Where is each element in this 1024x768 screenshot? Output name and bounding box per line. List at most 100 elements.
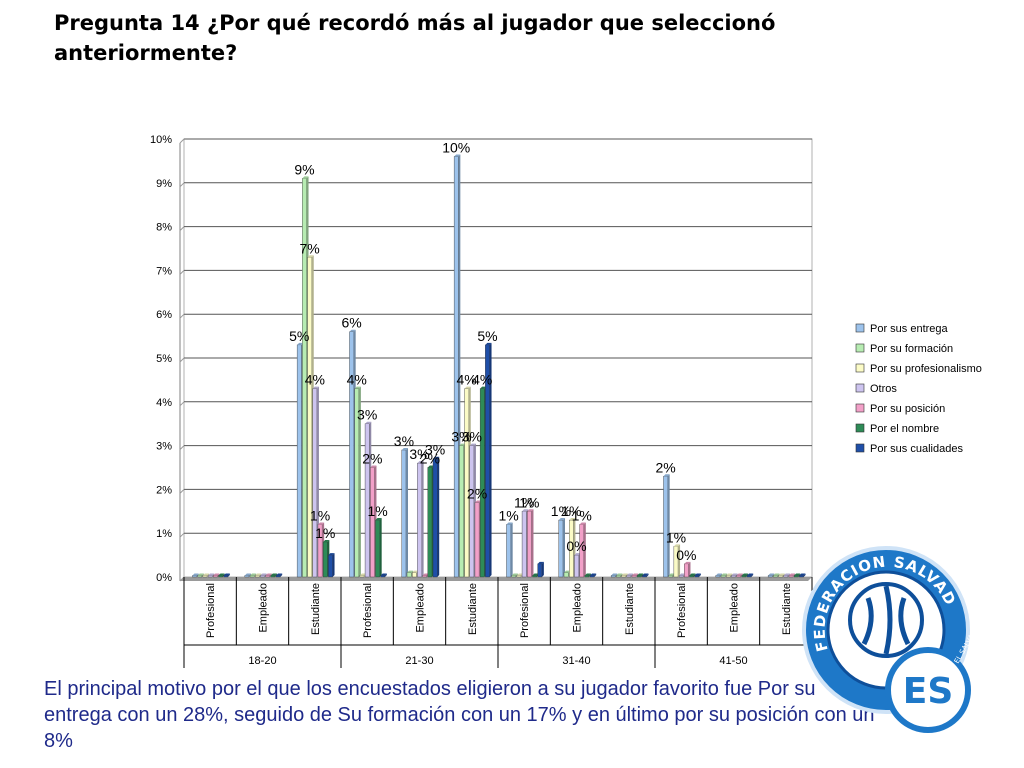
bar-top [464,386,471,389]
bar-top [370,465,377,468]
bar [375,519,380,578]
bar [202,575,208,578]
bar-top [276,573,283,576]
data-label: 1% [551,503,571,519]
bar [265,575,271,578]
bar-top [365,421,372,424]
bar-side [201,573,204,577]
bar [574,554,579,578]
bar [663,476,668,578]
bar-side [563,518,565,577]
bar-side [275,573,277,577]
legend-swatch [855,383,865,393]
bar-top [270,573,277,576]
bar-top [684,561,691,564]
bar [464,388,469,578]
bar-side [196,573,199,577]
x-tick-label: Profesional [519,583,531,638]
data-label: 0% [676,547,696,563]
bar [506,524,511,578]
bar-top [778,573,785,576]
bar [631,575,637,578]
x-tick-label: Empleado [415,583,427,633]
bar [689,575,694,578]
bar [270,575,276,578]
gridline-depth [179,532,185,538]
legend-swatch [855,323,865,333]
legend-label: Por sus cualidades [870,443,963,455]
data-label: 9% [294,161,314,177]
bar-side [793,573,796,577]
gridline-depth [179,270,185,275]
data-label: 1% [519,494,539,510]
bar-side [384,573,387,577]
bar-side [264,573,267,577]
bar [254,575,260,578]
bar-top [407,570,414,573]
legend-swatch [855,423,865,433]
bar [412,572,417,578]
legend-label: Por el nombre [870,423,939,435]
bar-top [255,573,262,576]
bar-top [584,573,591,576]
bar-top [642,573,649,576]
bar [589,575,595,578]
data-label: 3% [451,429,471,445]
bar-side [594,573,597,577]
bar-side [212,573,215,577]
bar-top [302,176,309,179]
bar [275,575,281,578]
bar-top [480,386,487,389]
bar-side [787,573,790,577]
bar-side [730,573,733,577]
bar-side [798,573,801,577]
bar-side [772,573,775,577]
x-tick-label: Estudiante [781,583,793,635]
legend-label: Por sus entrega [870,323,949,335]
bar-top [297,342,304,345]
bar-top [794,573,801,576]
x-group-label: 21-30 [405,655,433,667]
bar [328,554,333,578]
data-label: 3% [409,446,429,462]
bar-side [777,573,780,577]
gridline-depth [179,138,185,144]
bar-top [218,573,225,576]
bar [380,575,386,578]
y-tick-label: 9% [156,178,172,190]
y-tick-label: 3% [156,441,172,453]
bar-side [489,342,492,577]
bar [307,257,312,578]
data-label: 0% [566,538,586,554]
bar-top [679,573,686,576]
bar-side [531,509,534,577]
x-tick-label: Profesional [205,583,217,638]
bar-side [421,461,424,577]
bar [474,502,480,578]
summary-text: El principal motivo por el que los encue… [44,678,875,752]
y-tick-label: 5% [156,353,172,365]
bar-top [354,386,361,389]
bar-side [693,573,696,577]
bar-top [574,553,581,556]
data-label: 4% [472,372,492,388]
bar-top [427,465,434,468]
y-tick-label: 8% [156,222,172,234]
bar-top [349,329,356,332]
y-tick-label: 4% [156,397,172,409]
bar-top [668,573,675,576]
y-tick-label: 7% [156,265,172,277]
bar-side [725,573,728,577]
bar [642,575,647,578]
bar-side [541,561,544,577]
bar-side [735,573,738,577]
bar-side [227,573,230,577]
bar-top [417,461,424,464]
bar-top [380,573,387,576]
bar-top [569,518,576,521]
bar-top [726,573,733,576]
legend-swatch [855,443,865,453]
bar-side [217,573,220,577]
x-tick-label: Empleado [729,583,741,633]
